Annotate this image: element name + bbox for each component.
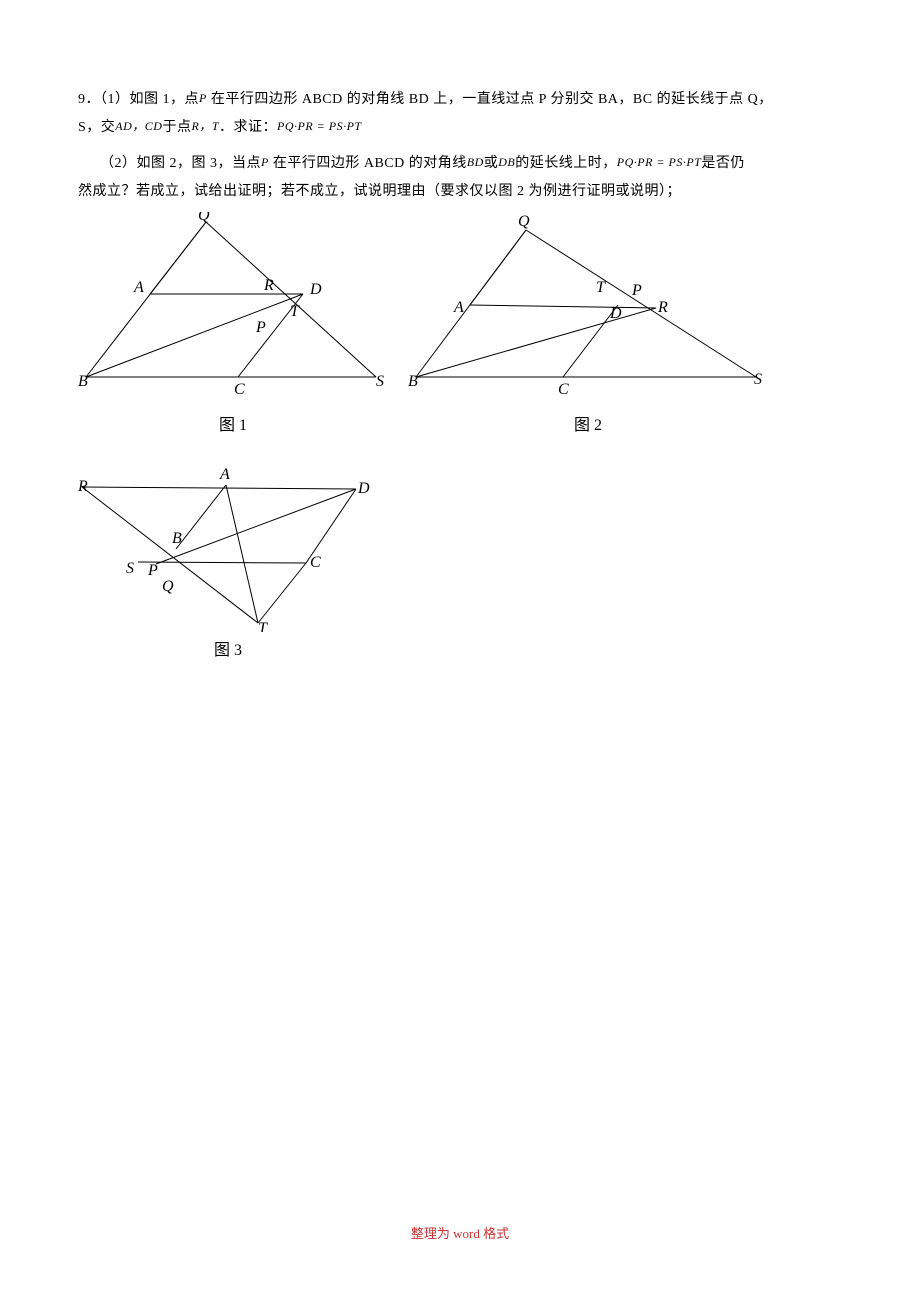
p1-P: P [199,91,207,105]
svg-text:B: B [408,373,418,390]
svg-text:A: A [219,466,230,483]
problem-line-4: 然成立？若成立，试给出证明；若不成立，试说明理由（要求仅以图 2 为例进行证明或… [78,178,842,206]
svg-text:P: P [631,282,642,299]
figure-2-col: B C S A D Q T PR 图 2 [408,212,768,435]
p2-eq: PQ·PR = PS·PT [617,155,702,169]
figure-1-col: B C S A D Q R P T 图 1 [78,212,388,435]
page-content: 9．（1）如图 1，点P 在平行四边形 ABCD 的对角线 BD 上，一直线过点… [0,0,920,660]
footer-prefix: 整理为 [411,1226,450,1241]
svg-text:B: B [78,373,88,390]
p2-or: 或 [484,156,499,171]
p1-T: T [212,119,219,133]
problem-line-1: 9．（1）如图 1，点P 在平行四边形 ABCD 的对角线 BD 上，一直线过点… [78,86,842,114]
p1-l2-prefix: S，交 [78,120,115,135]
p1-R: R， [191,119,211,133]
figure-1-svg: B C S A D Q R P T [78,212,388,407]
svg-text:T: T [258,620,268,632]
svg-text:C: C [558,381,569,398]
svg-text:R: R [263,277,274,294]
figure-row-2: R A D S B C PQ T 图 3 [78,457,842,660]
svg-text:S: S [126,560,134,577]
p2-mid1: 在平行四边形 ABCD 的对角线 [269,156,467,171]
svg-text:C: C [310,554,321,571]
p1-AD: AD， [115,119,145,133]
figure-3-label: 图 3 [214,636,242,660]
svg-text:R: R [657,299,668,316]
p2-BD: BD [467,155,484,169]
svg-text:Q: Q [198,212,210,224]
svg-text:D: D [357,480,370,497]
p2-tail: 是否仍 [701,156,745,171]
p2-P: P [261,155,269,169]
footer: 整理为 word 格式 [0,1223,920,1242]
p1-CD: CD [145,119,163,133]
svg-text:C: C [234,381,245,398]
svg-text:P: P [255,319,266,336]
footer-word: word [450,1226,483,1241]
figure-3-col: R A D S B C PQ T 图 3 [78,457,378,660]
svg-text:D: D [309,281,322,298]
p2-mid2: 的延长线上时， [515,156,617,171]
svg-text:P: P [147,562,158,579]
p2-DB: DB [498,155,515,169]
svg-text:B: B [172,530,182,547]
figure-row-1: BCSADQRPT 图 1 BCSADQTPR 图 2 [78,212,842,435]
svg-text:T: T [290,303,300,320]
footer-suffix: 格式 [483,1226,509,1241]
p2-l2: 然成立？若成立，试给出证明；若不成立，试说明理由（要求仅以图 2 为例进行证明或… [78,184,681,199]
svg-text:S: S [754,371,762,388]
svg-text:A: A [453,299,464,316]
svg-text:R: R [78,478,88,495]
figure-1-label: 图 1 [219,411,247,435]
svg-text:Q: Q [162,578,174,595]
p2-prefix: （2）如图 2，图 3，当点 [100,156,261,171]
p1-mid2: 于点 [162,120,191,135]
p1-eq: PQ·PR = PS·PT [277,119,362,133]
p1-mid3: ．求证： [219,120,277,135]
problem-line-2: S，交AD，CD于点R，T．求证：PQ·PR = PS·PT [78,114,842,142]
problem-number: 9． [78,92,100,107]
p1-prefix: （1）如图 1，点 [100,92,199,107]
figure-2-label: 图 2 [574,411,602,435]
svg-text:D: D [609,305,622,322]
problem-line-3: （2）如图 2，图 3，当点P 在平行四边形 ABCD 的对角线BD或DB的延长… [78,150,842,178]
p1-mid1: 在平行四边形 ABCD 的对角线 BD 上，一直线过点 P 分别交 BA，BC … [207,92,773,107]
svg-text:A: A [133,279,144,296]
figure-3-svg: R A D S B C PQ T [78,457,378,632]
figure-2-svg: B C S A D Q T PR [408,212,768,407]
svg-text:T: T [596,279,606,296]
svg-text:Q: Q [518,213,530,230]
svg-text:S: S [376,373,384,390]
